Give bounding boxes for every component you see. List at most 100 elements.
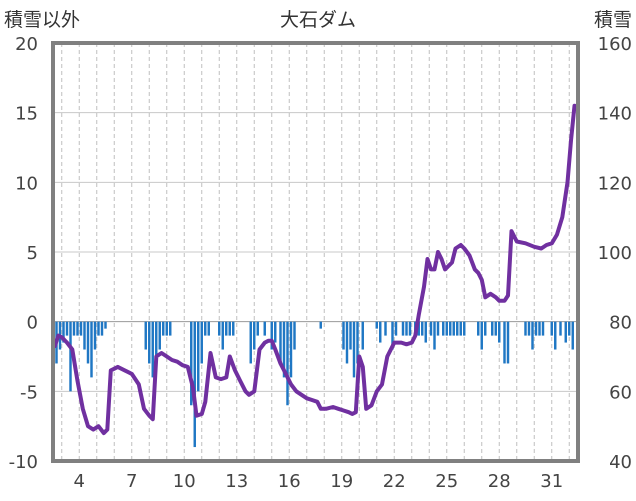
left-y-tick-label: 15 [15,104,38,125]
bar [65,321,69,336]
bar [442,321,445,336]
bar [225,321,228,336]
bar [375,321,378,329]
bar [554,321,557,350]
x-tick-label: 13 [225,471,248,492]
line-series [52,103,577,436]
bar [169,321,172,336]
bar [498,321,501,343]
bar [459,321,462,336]
bar [200,321,203,364]
bar [394,321,398,336]
x-tick-label: 31 [540,471,563,492]
bar [401,321,405,336]
bar [79,321,83,336]
bars-series [55,321,574,448]
bar [531,321,534,350]
left-y-tick-label: 10 [15,173,38,194]
bar [221,321,224,350]
bar [93,321,97,350]
bar [286,321,289,406]
bar [86,321,90,364]
bar [568,321,571,336]
left-y-tick-label: -5 [20,382,38,403]
x-tick-label: 16 [278,471,301,492]
bar [342,321,345,350]
bar [270,321,273,350]
bar [190,321,193,406]
bar [165,321,168,336]
bar [193,321,196,448]
bar [151,321,154,378]
bar [559,321,562,336]
bar [571,321,574,350]
bar [452,321,455,336]
bar [83,321,86,350]
left-y-tick-label: 0 [27,313,38,334]
bar [352,321,356,378]
bar [436,321,440,336]
bar [100,321,104,336]
left-axis-label: 積雪以外 [4,9,80,31]
right-axis-label: 積雪 [594,9,632,31]
bar [527,321,531,336]
bar [433,321,436,350]
bar [494,321,497,336]
bar [72,321,76,336]
bar [263,321,266,336]
bar [405,321,408,336]
plot-frame [51,41,580,463]
bar [345,321,349,364]
bar [356,321,359,364]
left-y-ticks: 20 15 10 5 0 -5 -10 [9,34,38,473]
right-y-tick-label: 40 [609,452,632,473]
bar [62,321,65,343]
bar [361,321,364,350]
x-tick-label: 28 [488,471,511,492]
bar [417,321,420,336]
bar [253,321,256,350]
bar [228,321,231,336]
bar [148,321,151,364]
bar [249,321,252,364]
bar [550,321,553,336]
bar [484,321,487,336]
right-y-tick-label: 100 [598,243,632,264]
bar [445,321,448,336]
bar [204,321,207,336]
bar [76,321,79,336]
bar [491,321,494,336]
x-ticks: 4 7 10 13 16 19 22 25 28 31 [74,471,564,492]
bar [279,321,282,364]
bar [158,321,161,350]
left-y-tick-label: 20 [15,34,38,55]
bar [379,321,382,343]
bar [456,321,459,336]
bar [503,321,506,364]
bar [349,321,352,350]
bar [524,321,527,336]
bar [480,321,483,350]
bar [282,321,286,378]
bar [104,321,107,329]
right-y-tick-label: 120 [598,173,632,194]
bar [564,321,567,343]
x-tick-label: 7 [126,471,137,492]
bar [319,321,322,329]
bar [207,321,210,336]
bar [232,321,235,336]
bar [534,321,538,336]
bar [197,321,200,392]
chart-title: 大石ダム [280,9,356,31]
bar [421,321,424,336]
bar [538,321,541,336]
gridlines [53,43,578,461]
left-y-tick-label: -10 [9,452,38,473]
snow-depth-line [52,103,577,436]
bar [424,321,427,343]
bar [391,321,394,350]
bar [90,321,93,378]
x-tick-label: 19 [330,471,353,492]
bar [218,321,221,336]
right-y-tick-label: 80 [609,313,632,334]
